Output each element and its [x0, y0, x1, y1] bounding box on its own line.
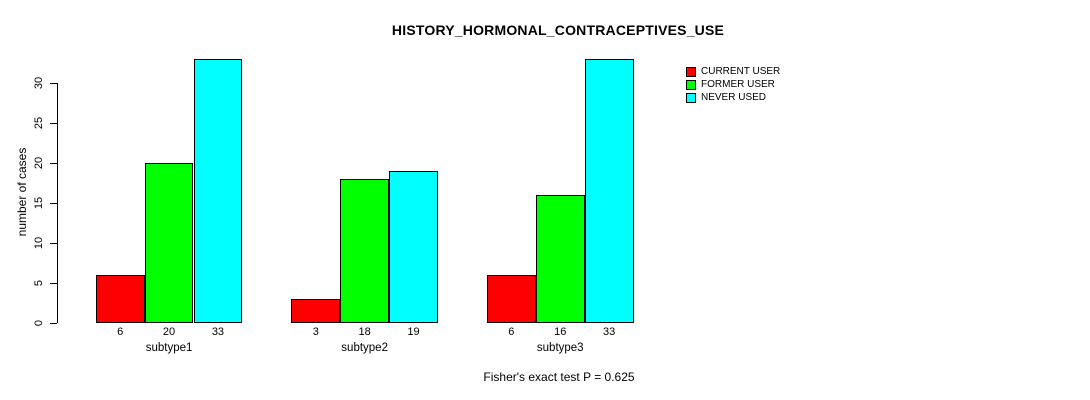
legend-item: FORMER USER [686, 78, 780, 91]
y-axis-tick [50, 122, 57, 124]
bar-value-label: 33 [211, 326, 225, 338]
y-axis-tick [50, 282, 57, 284]
legend-item: NEVER USED [686, 91, 780, 104]
y-axis-tick-label: 30 [33, 76, 45, 89]
y-axis-label: number of cases [15, 147, 29, 237]
legend-swatch-former-user [686, 79, 696, 90]
bar-subtype2-former-user [340, 178, 390, 323]
y-axis-tick [50, 202, 57, 204]
x-category-label-subtype3: subtype3 [536, 342, 584, 354]
bar-subtype3-current-user [486, 274, 536, 323]
y-axis-tick-label: 25 [33, 116, 45, 129]
bar-subtype1-former-user [144, 162, 194, 323]
bar-subtype2-current-user [291, 298, 341, 323]
bar-subtype1-current-user [95, 274, 145, 323]
y-axis-tick-label: 15 [33, 196, 45, 209]
y-axis-tick [50, 322, 57, 324]
x-category-label-subtype1: subtype1 [145, 342, 193, 354]
chart-title: HISTORY_HORMONAL_CONTRACEPTIVES_USE [391, 22, 725, 38]
bar-value-label: 16 [554, 326, 567, 338]
bar-value-label: 6 [508, 326, 515, 338]
y-axis-tick-label: 5 [33, 279, 45, 286]
y-axis-line [57, 82, 58, 323]
y-axis-tick [50, 242, 57, 244]
bar-value-label: 20 [162, 326, 176, 338]
y-axis-tick [50, 82, 57, 84]
bar-subtype2-never-used [389, 170, 438, 323]
bar-value-label: 6 [117, 326, 124, 338]
y-axis-tick [50, 162, 57, 164]
y-axis-tick-label: 0 [33, 319, 45, 326]
annotation-fishers-test: Fisher's exact test P = 0.625 [483, 370, 635, 384]
bar-value-label: 18 [358, 326, 371, 338]
bar-subtype3-never-used [584, 58, 634, 323]
legend-swatch-current-user [686, 66, 696, 77]
legend-label: CURRENT USER [701, 66, 781, 78]
legend-label: FORMER USER [701, 79, 775, 91]
legend-item: CURRENT USER [686, 65, 780, 78]
y-axis-tick-label: 20 [33, 156, 45, 169]
bar-subtype3-former-user [535, 194, 585, 323]
bar-value-label: 33 [603, 326, 616, 338]
bar-value-label: 19 [407, 326, 420, 338]
x-category-label-subtype2: subtype2 [341, 342, 388, 354]
bar-subtype1-never-used [193, 58, 243, 323]
legend: CURRENT USER FORMER USER NEVER USED [686, 65, 780, 105]
legend-label: NEVER USED [701, 92, 767, 104]
legend-swatch-never-used [686, 92, 696, 103]
y-axis-tick-label: 10 [33, 236, 45, 249]
bar-value-label: 3 [312, 326, 319, 338]
